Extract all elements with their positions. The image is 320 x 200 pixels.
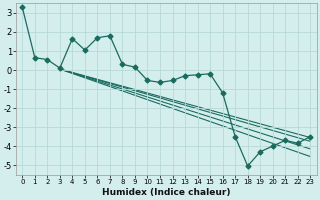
X-axis label: Humidex (Indice chaleur): Humidex (Indice chaleur) — [102, 188, 230, 197]
